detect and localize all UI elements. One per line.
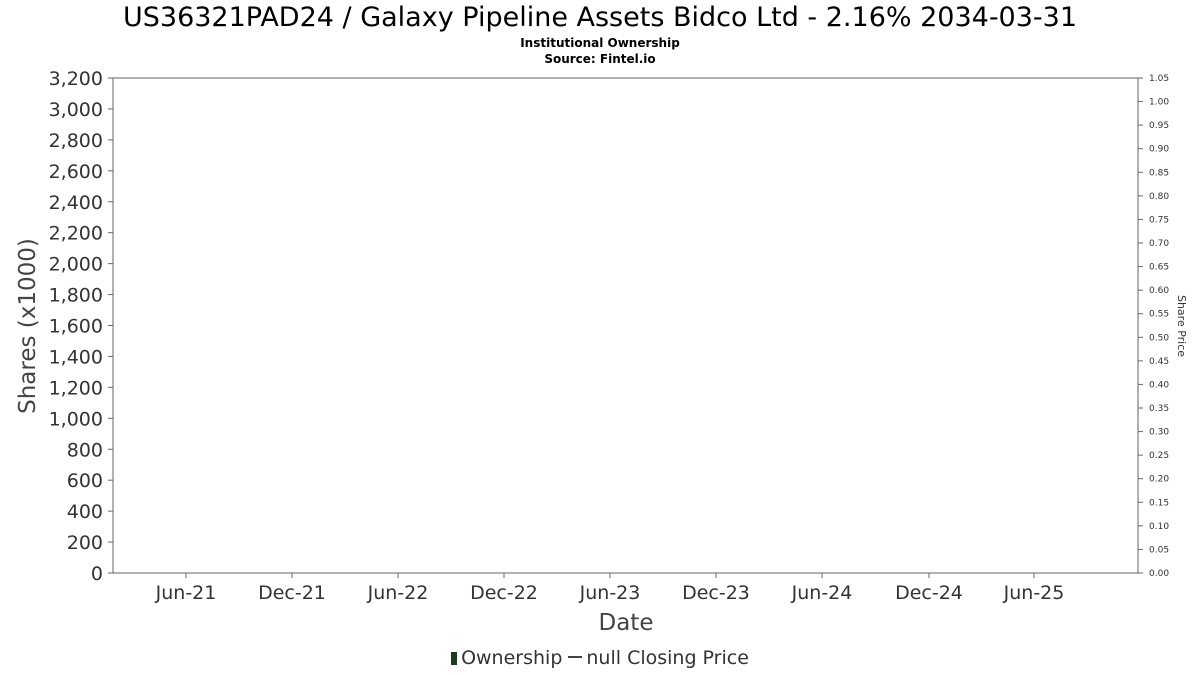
y-tick-label: 2,800 [49, 130, 103, 152]
y2-tick-label: 0.20 [1149, 475, 1169, 485]
y-tick-label: 2,000 [49, 254, 103, 276]
y2-tick-label: 0.65 [1149, 263, 1169, 273]
y-tick-label: 2,400 [49, 192, 103, 214]
x-axis-title: Date [599, 610, 654, 636]
y2-tick-label: 0.30 [1149, 428, 1169, 438]
plot-frame [112, 77, 1139, 574]
y-axis-title: Shares (x1000) [15, 238, 41, 414]
x-tick-label: Dec-22 [470, 582, 538, 604]
y2-tick-label: 0.35 [1149, 404, 1169, 414]
y2-tick-label: 0.15 [1149, 498, 1169, 508]
y2-tick-label: 0.10 [1149, 522, 1169, 532]
price-legend-line [568, 656, 583, 658]
y2-tick-label: 1.00 [1149, 98, 1169, 108]
x-tick-label: Jun-25 [1003, 582, 1065, 604]
y2-tick-label: 0.55 [1149, 310, 1169, 320]
x-tick-label: Jun-23 [579, 582, 641, 604]
y2-tick-label: 0.05 [1149, 545, 1169, 555]
x-tick-label: Jun-22 [367, 582, 429, 604]
y2-tick-label: 0.80 [1149, 192, 1169, 202]
x-tick-label: Jun-21 [155, 582, 217, 604]
y2-tick-label: 0.85 [1149, 168, 1169, 178]
ownership-legend-label: Ownership [461, 647, 563, 669]
y-tick-label: 1,000 [49, 408, 103, 430]
x-tick-label: Jun-24 [791, 582, 853, 604]
y-tick-label: 400 [67, 501, 103, 523]
ownership-chart: 0 200 400 600 800 1,000 1,200 1,400 1,600 1,800 2,… [15, 68, 1188, 636]
y2-tick-label: 0.95 [1149, 121, 1169, 131]
y2-tick-label: 0.40 [1149, 380, 1169, 390]
y2-axis-title: Share Price [1175, 295, 1188, 357]
chart-title: US36321PAD24 / Galaxy Pipeline Assets Bi… [122, 2, 1078, 33]
y-tick-label: 1,800 [49, 285, 103, 307]
y-tick-label: 2,600 [49, 161, 103, 183]
y-tick-label: 1,600 [49, 316, 103, 338]
chart-subtitle: Institutional Ownership [520, 36, 680, 50]
y-tick-label: 3,200 [49, 68, 103, 90]
y2-tick-label: 0.60 [1149, 286, 1169, 296]
y2-tick-label: 0.70 [1149, 239, 1169, 249]
x-tick-label: Dec-23 [682, 582, 750, 604]
left-axis-ticks: 0 200 400 600 800 1,000 1,200 1,400 1,600 1,800 2,… [49, 68, 113, 585]
y-tick-label: 3,000 [49, 99, 103, 121]
y-tick-label: 600 [67, 470, 103, 492]
y2-tick-label: 0.00 [1149, 569, 1169, 579]
y2-tick-label: 1.05 [1149, 74, 1169, 84]
y2-tick-label: 0.90 [1149, 145, 1169, 155]
y2-tick-label: 0.45 [1149, 357, 1169, 367]
chart-source: Source: Fintel.io [544, 52, 656, 66]
x-tick-label: Dec-24 [895, 582, 963, 604]
y-tick-label: 0 [91, 563, 103, 585]
y2-tick-label: 0.50 [1149, 333, 1169, 343]
y-tick-label: 1,200 [49, 377, 103, 399]
x-tick-label: Dec-21 [258, 582, 326, 604]
axes [112, 77, 1139, 574]
y-tick-label: 800 [67, 439, 103, 461]
y-tick-label: 2,200 [49, 223, 103, 245]
y-tick-label: 200 [67, 532, 103, 554]
y2-tick-label: 0.75 [1149, 215, 1169, 225]
ownership-legend-swatch [451, 652, 458, 665]
price-legend-label: null Closing Price [586, 647, 749, 669]
y2-tick-label: 0.25 [1149, 451, 1169, 461]
x-axis-ticks: Jun-21 Dec-21 Jun-22 Dec-22 Jun-23 Dec-23 Jun-… [155, 573, 1065, 604]
right-axis-ticks: 0.00 0.05 0.10 0.15 0.20 0.25 0.30 0.35 0.40 0.45… [1138, 74, 1169, 579]
y-tick-label: 1,400 [49, 346, 103, 368]
chart-legend: Ownership null Closing Price [0, 647, 1200, 669]
